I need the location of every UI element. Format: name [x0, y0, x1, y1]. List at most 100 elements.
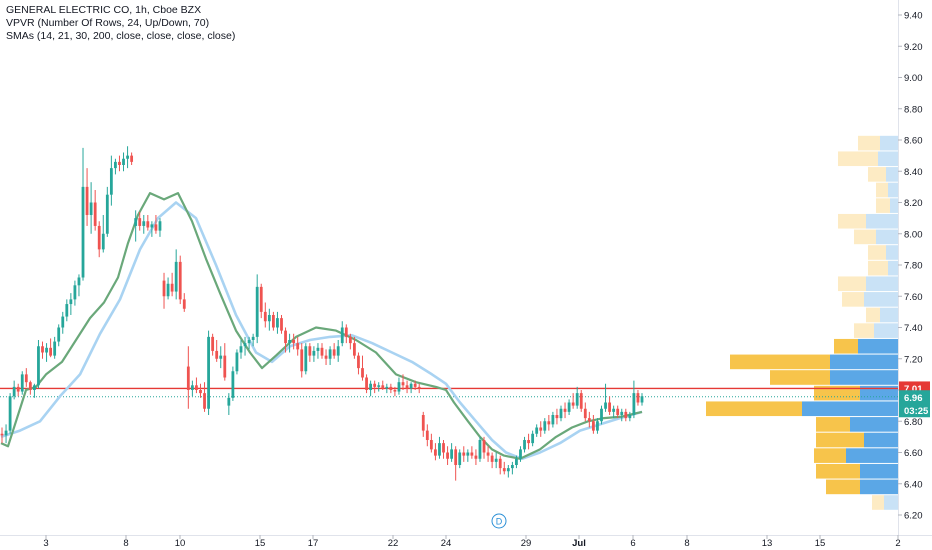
last-price-label: 6.96 [904, 393, 923, 404]
sma-indicator-label[interactable]: SMAs (14, 21, 30, 200, close, close, clo… [6, 30, 236, 42]
candle [255, 274, 259, 344]
candle [393, 386, 397, 397]
candle [523, 436, 526, 453]
time-axis[interactable]: 3 8 10 15 17 22 24 29 Jul 6 8 13 15 2 [0, 535, 932, 549]
candle [397, 377, 401, 395]
volume-profile-down-bar [866, 276, 898, 292]
price-tick-label: 7.20 [904, 354, 923, 365]
volume-profile-up-bar [838, 276, 866, 292]
candle-body [438, 443, 441, 456]
candle [77, 274, 81, 297]
candle-body [600, 408, 603, 422]
candle-body [596, 421, 599, 431]
candle [563, 402, 567, 419]
candle-body [190, 385, 194, 390]
volume-profile-down-bar [880, 135, 898, 151]
candle [81, 147, 85, 281]
candle [591, 415, 595, 434]
candle-body [348, 336, 352, 344]
candle-body [474, 455, 478, 459]
volume-profile-up-bar [826, 479, 860, 495]
candle-body [571, 402, 575, 406]
candle-body [0, 433, 4, 436]
candle [587, 411, 591, 428]
candle-body [324, 355, 328, 359]
candle [575, 386, 579, 409]
dividend-marker[interactable]: D [491, 513, 507, 529]
candle [421, 411, 425, 437]
candle [231, 366, 235, 401]
candle [166, 277, 170, 300]
candle-body [344, 327, 348, 337]
price-tick-label: 9.20 [904, 42, 923, 53]
candle-body [486, 452, 490, 456]
candle [304, 343, 308, 375]
candle-body [199, 390, 202, 394]
candle-body [369, 383, 373, 390]
candle-body [267, 315, 271, 322]
volume-profile-down-bar [860, 463, 898, 479]
candle [510, 461, 514, 475]
candle-body [174, 261, 178, 292]
chart-legend: GENERAL ELECTRIC CO, 1h, Cboe BZX VPVR (… [6, 4, 235, 43]
candle [53, 336, 57, 359]
candle-body [288, 340, 291, 344]
candle [377, 382, 381, 392]
candle [130, 152, 134, 165]
candle [559, 405, 563, 422]
candle [316, 343, 320, 359]
candle [401, 374, 405, 390]
candle-body [377, 385, 381, 387]
candle-body [223, 355, 227, 378]
time-tick-label: 29 [521, 538, 532, 549]
candle [628, 411, 632, 422]
candle-body [466, 452, 470, 456]
candle [340, 321, 344, 347]
volume-profile-down-bar [880, 307, 898, 323]
candle-body [255, 286, 259, 337]
candle [284, 327, 287, 353]
candle-body [122, 158, 125, 165]
candle [600, 405, 603, 425]
volume-profile-down-bar [884, 495, 898, 510]
candle-body [8, 396, 12, 431]
candle [215, 340, 219, 362]
candle [239, 340, 243, 359]
candle [620, 408, 624, 422]
candle-body [551, 415, 555, 425]
candle-body [28, 382, 32, 390]
candle-body [328, 349, 332, 359]
candle [28, 380, 32, 395]
candle [109, 155, 113, 206]
symbol-title[interactable]: GENERAL ELECTRIC CO, 1h, Cboe BZX [6, 4, 202, 16]
candle-body [336, 346, 340, 356]
candle [417, 383, 421, 394]
candle [490, 452, 494, 469]
time-tick-label: 22 [388, 538, 399, 549]
candle [0, 427, 4, 444]
candle [462, 446, 466, 462]
candle-body [73, 285, 77, 300]
vpvr-indicator-label[interactable]: VPVR (Number Of Rows, 24, Up/Down, 70) [6, 17, 210, 29]
candle [596, 418, 599, 434]
candle [267, 308, 271, 331]
candle [551, 411, 555, 428]
candle [425, 424, 429, 447]
candle-body [109, 168, 113, 195]
time-tick-label: 15 [255, 538, 266, 549]
candle-body [389, 386, 393, 390]
volume-profile-up-bar [814, 448, 846, 463]
candle-body [591, 421, 595, 431]
candle-body [434, 449, 437, 456]
candle-body [101, 233, 105, 250]
time-tick-label: 15 [815, 538, 826, 549]
candle [195, 377, 198, 394]
candle-body [543, 421, 547, 431]
price-axis[interactable]: 6.206.406.606.807.007.207.407.607.808.00… [898, 0, 923, 535]
candle-body [442, 443, 445, 453]
candle [543, 418, 547, 434]
candle [385, 383, 389, 394]
candle [122, 152, 125, 172]
volume-profile-down-bar [886, 167, 898, 182]
